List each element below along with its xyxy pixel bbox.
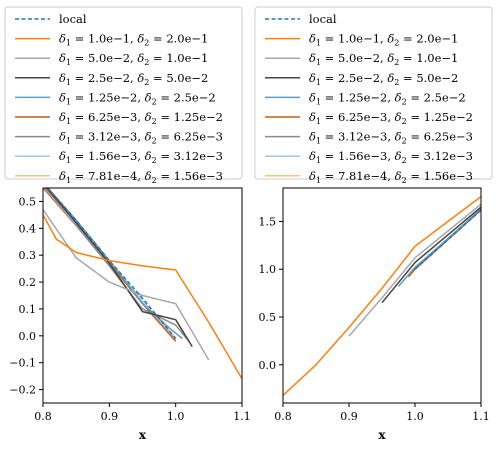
y-tick-label: 0.5	[259, 311, 277, 324]
y-tick-label: 0.2	[19, 276, 37, 289]
legend-label: δ1 = 1.25e−2, δ2 = 2.5e−2	[59, 90, 216, 106]
legend-label: δ1 = 5.0e−2, δ2 = 1.0e−1	[59, 51, 208, 67]
y-tick-label: 0.5	[19, 195, 37, 208]
plot-frame	[42, 187, 243, 404]
legend: local δ1 = 1.0e−1, δ2 = 2.0e−1 δ1 = 5.0e−2…	[4, 6, 243, 185]
legend-label: local	[59, 12, 87, 26]
series-line	[43, 214, 242, 380]
y-tick-label: 0.1	[19, 303, 37, 316]
legend-label: δ1 = 1.56e−3, δ2 = 3.12e−3	[309, 149, 473, 165]
y-tick-label: −0.1	[9, 357, 36, 370]
legend-label: δ1 = 1.25e−2, δ2 = 2.5e−2	[309, 90, 466, 106]
y-tick-label: 1.0	[259, 263, 277, 276]
y-tick-label: 0.0	[259, 359, 277, 372]
y-tick-label: 0.4	[19, 222, 37, 235]
x-tick-label: 0.9	[340, 410, 358, 423]
legend-label: δ1 = 6.25e−3, δ2 = 1.25e−2	[309, 110, 473, 126]
legend-frame	[4, 6, 243, 180]
legend-label: δ1 = 3.12e−3, δ2 = 6.25e−3	[309, 130, 473, 146]
series-line	[43, 209, 210, 361]
series-line	[414, 209, 481, 270]
series-group	[43, 188, 242, 380]
legend-frame	[254, 6, 493, 180]
x-tick-label: 1.1	[233, 410, 251, 423]
legend-label: δ1 = 7.81e−4, δ2 = 1.56e−3	[59, 169, 223, 185]
x-tick-label: 1.1	[472, 410, 490, 423]
legend-label: δ1 = 2.5e−2, δ2 = 5.0e−2	[59, 71, 208, 87]
x-tick-label: 1.0	[167, 410, 185, 423]
y-tick-label: 1.5	[259, 215, 277, 228]
x-tick-label: 0.8	[34, 410, 52, 423]
y-tick-label: 0.0	[19, 330, 37, 343]
x-axis-label: x	[378, 428, 386, 442]
series-line	[348, 203, 481, 337]
plot-frame	[282, 187, 482, 404]
legend-label: δ1 = 1.0e−1, δ2 = 2.0e−1	[59, 32, 208, 48]
legend: local δ1 = 1.0e−1, δ2 = 2.0e−1 δ1 = 5.0e−2…	[254, 6, 493, 185]
series-group	[283, 196, 481, 396]
x-tick-label: 0.8	[274, 410, 292, 423]
legend-label: δ1 = 3.12e−3, δ2 = 6.25e−3	[59, 130, 223, 146]
y-tick-label: −0.2	[9, 384, 36, 397]
legend-label: δ1 = 1.56e−3, δ2 = 3.12e−3	[59, 149, 223, 165]
x-axis-label: x	[139, 428, 147, 442]
chart-1: local δ1 = 1.0e−1, δ2 = 2.0e−1 δ1 = 5.0e−2…	[4, 6, 251, 442]
legend-label: δ1 = 1.0e−1, δ2 = 2.0e−1	[309, 32, 458, 48]
chart-2: local δ1 = 1.0e−1, δ2 = 2.0e−1 δ1 = 5.0e−2…	[254, 6, 493, 442]
series-line	[381, 206, 481, 304]
series-line	[46, 188, 193, 347]
legend-label: δ1 = 7.81e−4, δ2 = 1.56e−3	[309, 169, 473, 185]
series-line	[46, 188, 177, 339]
legend-label: δ1 = 6.25e−3, δ2 = 1.25e−2	[59, 110, 223, 126]
legend-label: δ1 = 5.0e−2, δ2 = 1.0e−1	[309, 51, 458, 67]
legend-label: local	[309, 12, 337, 26]
x-tick-label: 0.9	[101, 410, 119, 423]
x-tick-label: 1.0	[406, 410, 424, 423]
legend-label: δ1 = 2.5e−2, δ2 = 5.0e−2	[309, 71, 458, 87]
y-tick-label: 0.3	[19, 249, 37, 262]
series-line	[283, 196, 481, 396]
